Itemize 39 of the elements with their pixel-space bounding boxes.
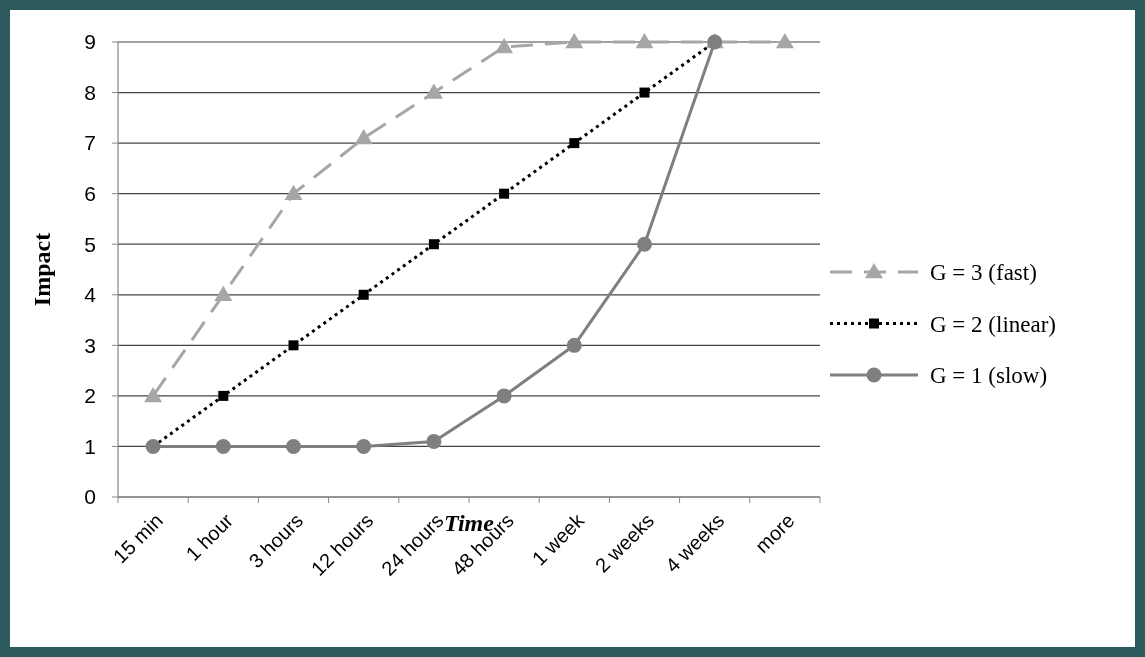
point <box>214 285 233 302</box>
point <box>496 388 512 404</box>
point <box>426 433 442 449</box>
point <box>635 33 654 49</box>
y-tick-label: 7 <box>84 131 96 155</box>
legend-label: G = 2 (linear) <box>930 311 1057 337</box>
y-tick-label: 6 <box>84 182 96 206</box>
point <box>144 386 163 403</box>
y-tick-label: 1 <box>84 434 96 458</box>
point <box>637 236 652 252</box>
point <box>566 337 582 353</box>
y-axis-title: Impact <box>29 232 55 307</box>
legend-label: G = 3 (fast) <box>930 260 1037 286</box>
point <box>215 438 231 454</box>
y-tick-label: 9 <box>84 30 96 54</box>
point <box>424 83 443 99</box>
point <box>775 33 794 49</box>
y-tick-label: 2 <box>84 384 96 408</box>
point <box>288 340 299 351</box>
y-tick-label: 5 <box>84 232 96 256</box>
point <box>354 129 373 145</box>
point <box>639 87 650 98</box>
y-tick-label: 8 <box>84 80 96 104</box>
x-tick-label: 1 hour <box>181 508 238 565</box>
y-tick-label: 4 <box>84 283 97 307</box>
y-tick-label: 3 <box>84 333 96 357</box>
point <box>499 188 510 199</box>
legend-label: G = 1 (slow) <box>930 363 1048 389</box>
point <box>565 33 584 49</box>
x-tick-label: 15 min <box>108 509 167 568</box>
point <box>428 239 439 250</box>
point <box>286 438 301 454</box>
point <box>495 38 514 54</box>
point <box>356 438 372 454</box>
point <box>358 289 369 300</box>
point <box>218 390 229 401</box>
point <box>284 184 303 200</box>
y-tick-label: 0 <box>84 485 96 509</box>
point <box>569 138 580 149</box>
